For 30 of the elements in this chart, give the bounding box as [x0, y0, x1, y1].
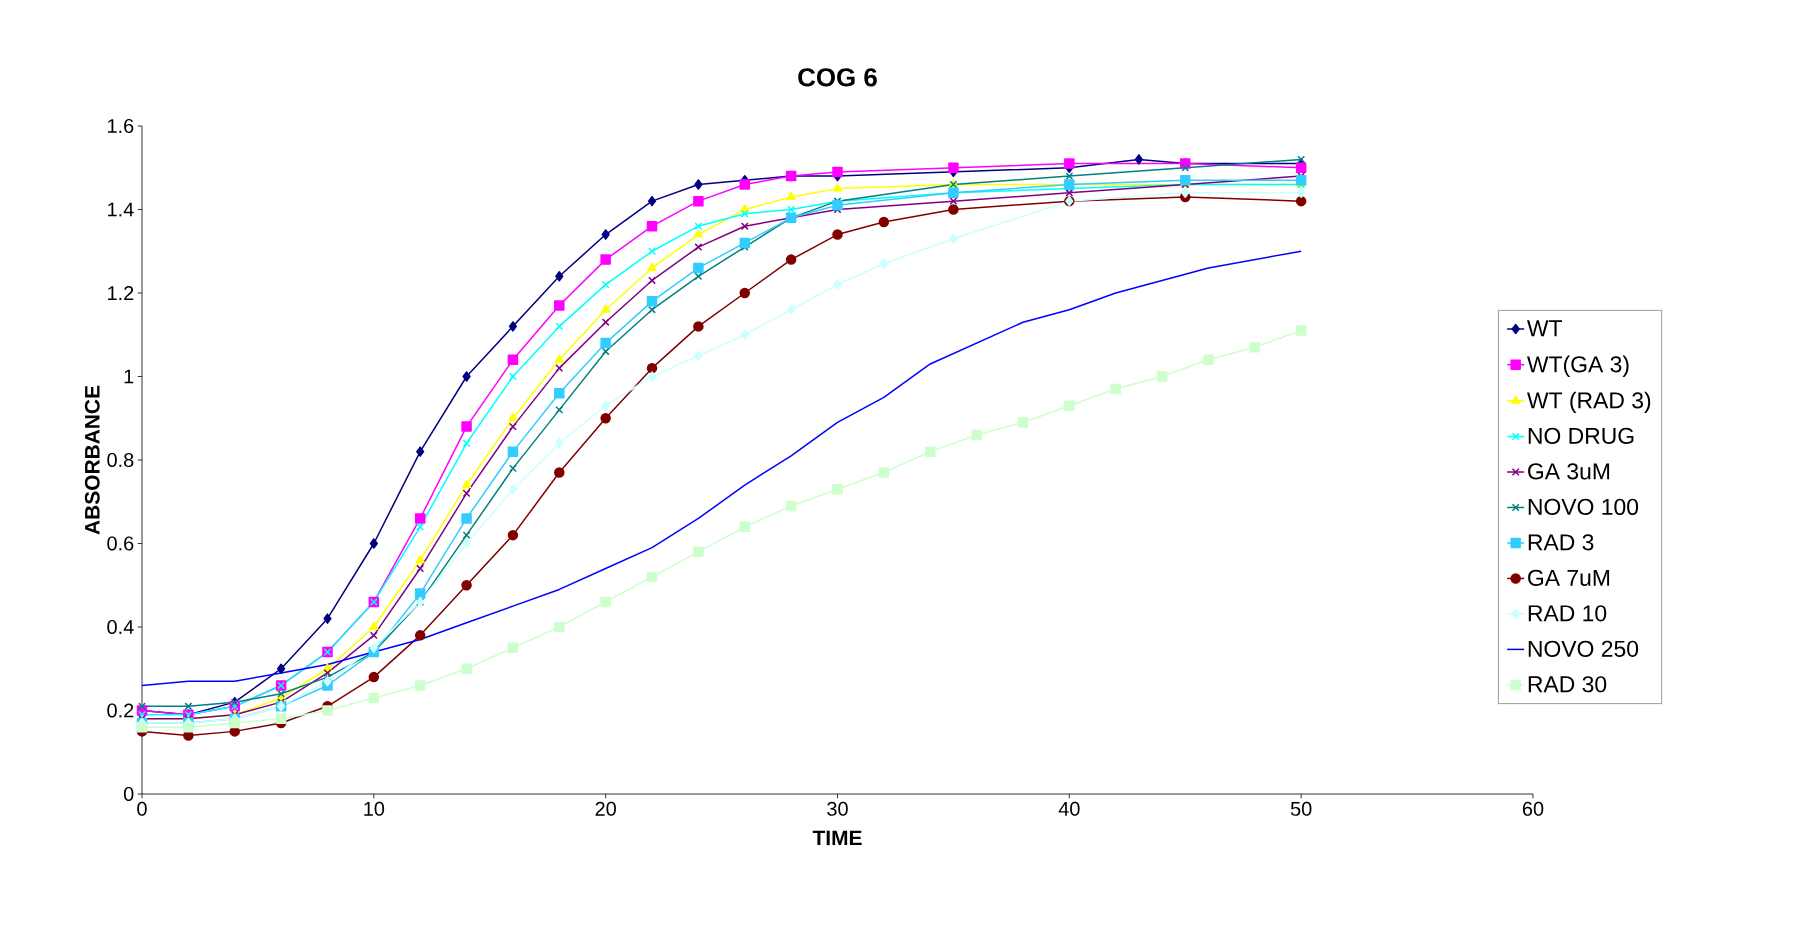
x-tick-label: 0 [137, 801, 147, 816]
y-tick-label: 1.4 [108, 202, 134, 217]
legend-label: GA 7uM [1528, 569, 1610, 586]
x-tick-label: 30 [827, 801, 848, 816]
x-tick-label: 50 [1290, 801, 1312, 816]
legend-label: NOVO 250 [1528, 640, 1639, 657]
y-tick-label: 1.2 [108, 286, 134, 300]
legend-label: RAD 3 [1528, 534, 1594, 551]
legend-label: WT [1527, 320, 1563, 337]
x-tick-label: 20 [595, 801, 616, 816]
x-axis-title: TIME [812, 830, 862, 846]
legend-label: WT (RAD 3) [1527, 391, 1651, 414]
chart-title: COG 6 [798, 68, 877, 87]
y-axis-title: ABSORBANCE [84, 385, 100, 535]
y-tick-label: 0.8 [107, 452, 134, 468]
x-tick-label: 60 [1522, 801, 1544, 816]
x-tick-label: 10 [364, 801, 385, 816]
legend-label: NO DRUG [1528, 427, 1634, 444]
y-tick-label: 1 [124, 369, 134, 384]
y-tick-label: 1.6 [108, 118, 134, 134]
legend-label: RAD 10 [1528, 605, 1607, 622]
x-tick-label: 40 [1058, 801, 1080, 816]
y-tick-label: 0 [123, 786, 134, 802]
y-tick-label: 0.2 [107, 703, 134, 718]
y-tick-label: 0.4 [107, 619, 134, 635]
legend-label: WT(GA 3) [1527, 355, 1629, 377]
legend-label: GA 3uM [1528, 463, 1610, 480]
legend-label: NOVO 100 [1528, 498, 1639, 515]
legend-label: RAD 30 [1528, 676, 1607, 693]
y-tick-label: 0.6 [107, 536, 134, 551]
